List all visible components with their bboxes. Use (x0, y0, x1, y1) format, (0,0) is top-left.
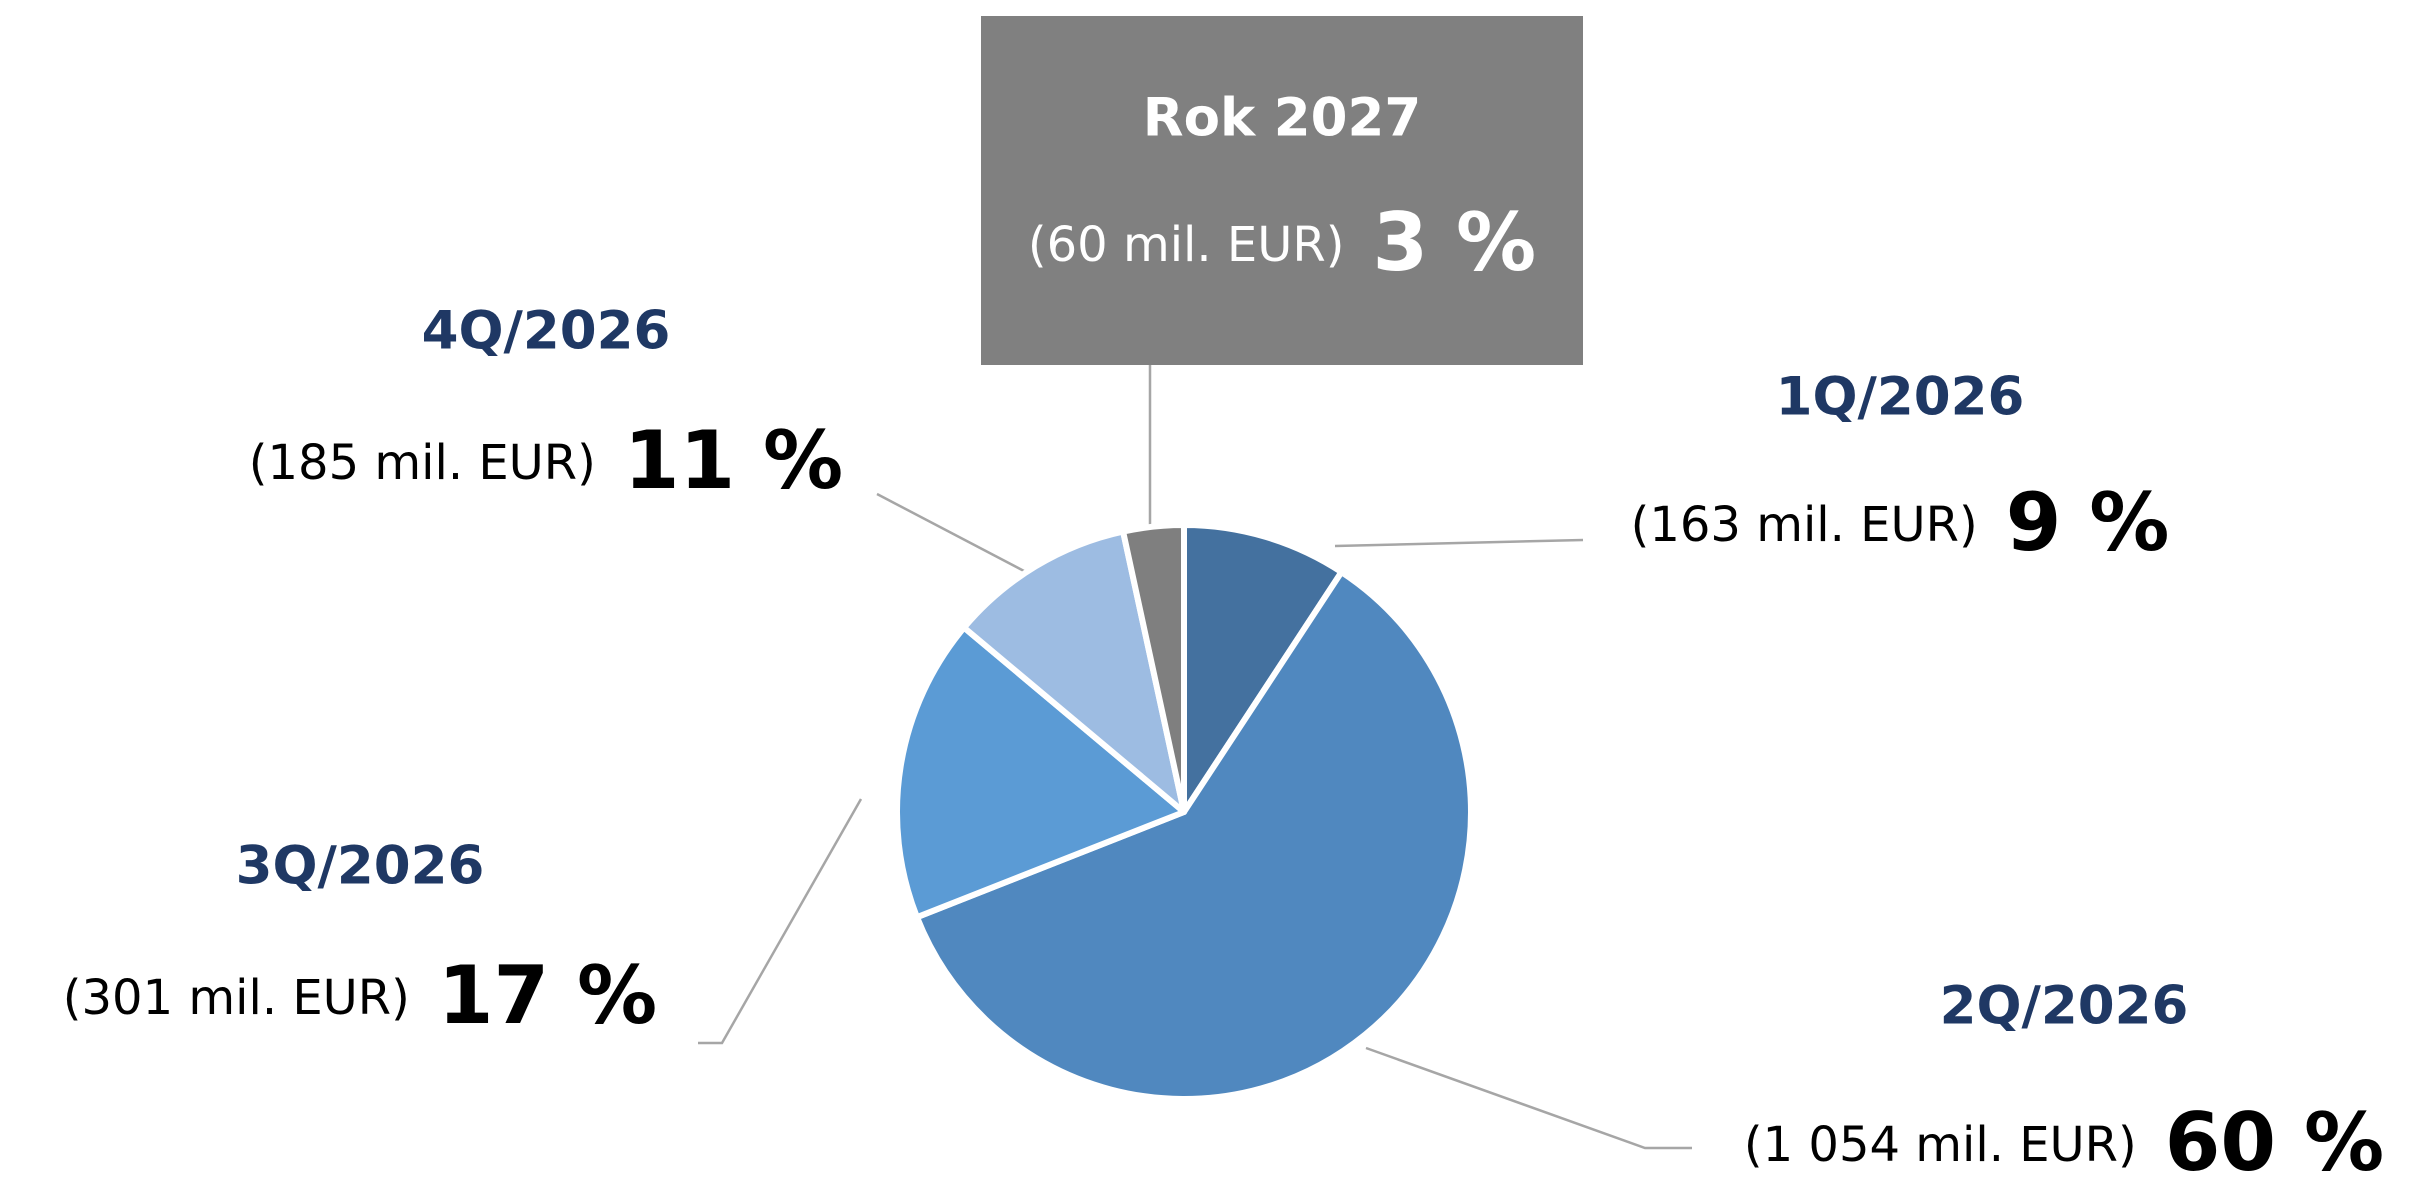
category-label: Rok 2027 (1143, 88, 1421, 149)
pie-slice (961, 528, 1187, 815)
leader-line (1334, 538, 1584, 548)
leader-line (1365, 1046, 1692, 1150)
category-label: 3Q/2026 (236, 836, 485, 897)
category-label: 1Q/2026 (1776, 367, 2025, 428)
value-label: (185 mil. EUR) (249, 435, 596, 491)
share-label: 3 % (1372, 196, 1536, 289)
share-label: 17 % (438, 949, 657, 1042)
category-label: 4Q/2026 (422, 301, 671, 362)
data-label: (1 054 mil. EUR) 60 % (1744, 1096, 2384, 1180)
value-label: (1 054 mil. EUR) (1744, 1117, 2137, 1173)
leader-line (876, 492, 1025, 573)
data-label: (301 mil. EUR) 17 % (63, 949, 657, 1042)
data-label: (60 mil. EUR) 3 % (1028, 196, 1536, 289)
value-label: (301 mil. EUR) (63, 970, 410, 1026)
share-label: 9 % (2006, 476, 2170, 569)
pie-slice (894, 624, 1187, 921)
pie-slice (1120, 522, 1187, 815)
callout-box (981, 16, 1583, 365)
pie-slice (913, 569, 1474, 1102)
category-label: 2Q/2026 (1940, 976, 2189, 1037)
data-label: (163 mil. EUR) 9 % (1631, 476, 2170, 569)
data-label: (185 mil. EUR) 11 % (249, 414, 843, 507)
value-label: (60 mil. EUR) (1028, 217, 1345, 273)
share-label: 60 % (2165, 1096, 2384, 1180)
leader-line (698, 798, 863, 1045)
share-label: 11 % (624, 414, 843, 507)
value-label: (163 mil. EUR) (1631, 497, 1978, 553)
pie-slice (1181, 522, 1345, 815)
